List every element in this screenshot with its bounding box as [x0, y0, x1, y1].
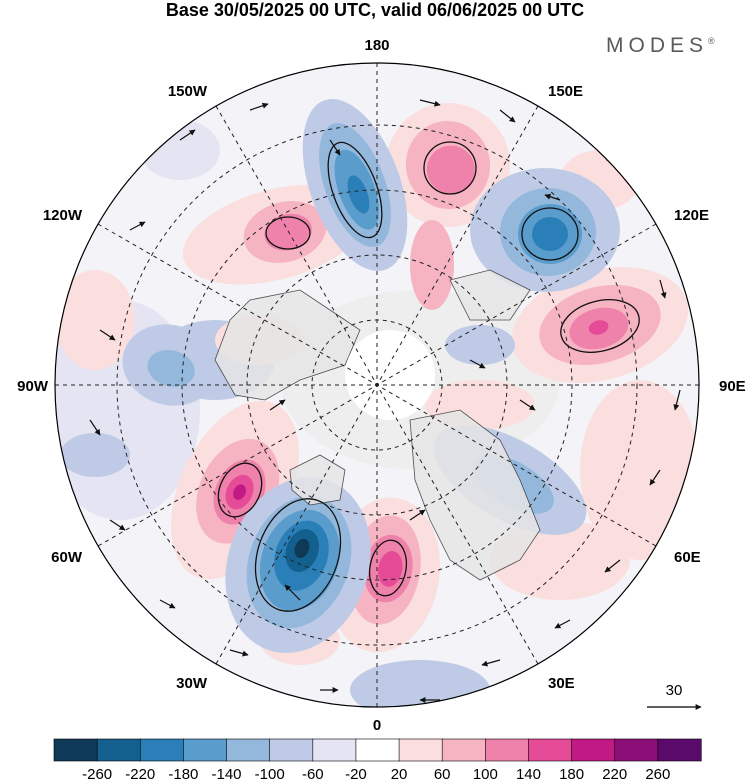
colorbar: -260 -220 -180 -140 -100 -60 -20 20 60 100 140 180 2…: [53, 738, 702, 783]
colorbar-tick-label: 260: [645, 766, 670, 783]
lon-label-0: 0: [373, 717, 381, 734]
colorbar-swatch: [53, 738, 98, 762]
colorbar-swatch: [398, 738, 443, 762]
colorbar-tick-label: -100: [255, 766, 285, 783]
registered-mark: ®: [708, 36, 715, 46]
lon-label-30w: 30W: [176, 675, 208, 692]
colorbar-swatch: [571, 738, 616, 762]
modes-logo: MODES®: [606, 34, 715, 58]
colorbar-tick-label: 140: [516, 766, 541, 783]
lon-label-120e: 120E: [674, 207, 709, 224]
colorbar-tick-label: -140: [212, 766, 242, 783]
colorbar-tick-label: 20: [391, 766, 408, 783]
graticule: [55, 63, 699, 707]
colorbar-tick-label: -180: [168, 766, 198, 783]
map-disc: [55, 63, 699, 707]
colorbar-tick-label: -220: [125, 766, 155, 783]
pole-cap: [345, 330, 435, 420]
colorbar-swatch: [485, 738, 530, 762]
wind-vectors: [89, 99, 681, 703]
colorbar-swatch: [183, 738, 228, 762]
colorbar-swatch: [96, 738, 141, 762]
colorbar-tick-label: 100: [473, 766, 498, 783]
colorbar-swatch: [657, 738, 702, 762]
land-masses: [214, 269, 541, 581]
colorbar-swatch: [139, 738, 185, 762]
lon-label-60w: 60W: [51, 549, 83, 566]
colorbar-swatch: [441, 738, 486, 762]
lon-label-30e: 30E: [548, 675, 575, 692]
lon-label-90w: 90W: [17, 378, 49, 395]
colorbar-swatch: [614, 738, 659, 762]
lon-label-150w: 150W: [168, 83, 208, 100]
colorbar-swatch: [355, 738, 400, 762]
lon-label-180: 180: [364, 37, 389, 54]
lon-label-60e: 60E: [674, 549, 701, 566]
map-title: Base 30/05/2025 00 UTC, valid 06/06/2025…: [165, 0, 585, 20]
colorbar-swatch: [528, 738, 573, 762]
colorbar-swatch: [226, 738, 271, 762]
colorbar-swatch: [312, 738, 357, 762]
anomaly-fields: [55, 99, 699, 707]
anomaly-low-atlantic: [225, 477, 371, 653]
colorbar-tick-label: -60: [302, 766, 324, 783]
brand-name: MODES: [606, 34, 709, 57]
colorbar-tick-label: -20: [345, 766, 367, 783]
reference-vector: 30: [647, 682, 702, 710]
reference-vector-label: 30: [666, 682, 683, 699]
map-border: [54, 62, 700, 708]
lon-label-150e: 150E: [548, 83, 583, 100]
colorbar-tick-label: 180: [559, 766, 584, 783]
anomaly-high-north: [386, 103, 510, 227]
lon-label-120w: 120W: [43, 207, 83, 224]
anomaly-low-northeast: [470, 168, 620, 292]
colorbar-tick-label: -260: [82, 766, 112, 783]
lon-label-90e: 90E: [719, 378, 746, 395]
colorbar-swatch: [269, 738, 314, 762]
colorbar-tick-label: 220: [602, 766, 627, 783]
colorbar-tick-label: 60: [434, 766, 451, 783]
anomaly-low-north: [302, 99, 408, 271]
